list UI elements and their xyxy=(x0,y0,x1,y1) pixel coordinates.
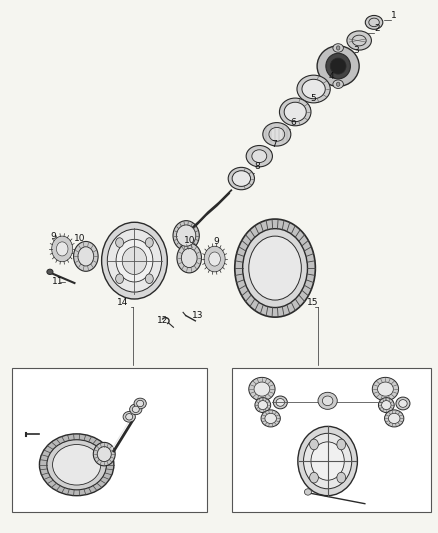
Text: 3: 3 xyxy=(353,46,359,55)
Ellipse shape xyxy=(365,15,383,29)
Ellipse shape xyxy=(389,413,400,424)
Ellipse shape xyxy=(261,410,280,427)
Text: 4: 4 xyxy=(328,72,334,81)
Ellipse shape xyxy=(378,398,394,413)
Ellipse shape xyxy=(132,406,139,413)
Circle shape xyxy=(57,242,68,256)
Text: 12: 12 xyxy=(157,316,168,325)
Ellipse shape xyxy=(123,411,135,422)
Ellipse shape xyxy=(243,229,307,308)
Text: 6: 6 xyxy=(290,118,296,127)
Text: 14: 14 xyxy=(117,298,129,307)
Circle shape xyxy=(116,238,124,247)
Ellipse shape xyxy=(249,236,301,300)
Ellipse shape xyxy=(93,442,115,466)
Ellipse shape xyxy=(372,377,399,401)
Ellipse shape xyxy=(232,171,251,187)
Ellipse shape xyxy=(47,269,53,274)
Ellipse shape xyxy=(107,229,162,292)
Text: 5: 5 xyxy=(310,94,316,103)
Ellipse shape xyxy=(137,400,144,407)
Ellipse shape xyxy=(304,433,352,489)
Ellipse shape xyxy=(302,79,325,99)
Ellipse shape xyxy=(228,167,254,190)
Circle shape xyxy=(336,46,340,50)
Bar xyxy=(12,368,207,512)
Circle shape xyxy=(145,274,153,284)
Circle shape xyxy=(209,252,220,266)
Text: 10: 10 xyxy=(184,236,196,245)
Ellipse shape xyxy=(318,392,337,409)
Ellipse shape xyxy=(279,98,311,126)
Ellipse shape xyxy=(399,400,407,407)
Ellipse shape xyxy=(252,150,267,163)
Ellipse shape xyxy=(53,445,101,485)
Text: 11: 11 xyxy=(52,277,63,286)
Ellipse shape xyxy=(126,414,133,420)
Ellipse shape xyxy=(298,426,357,496)
Ellipse shape xyxy=(255,398,271,413)
Ellipse shape xyxy=(47,440,106,490)
Ellipse shape xyxy=(249,377,275,401)
Ellipse shape xyxy=(304,489,311,495)
Ellipse shape xyxy=(322,396,333,406)
Ellipse shape xyxy=(134,398,146,409)
Ellipse shape xyxy=(326,53,350,79)
Ellipse shape xyxy=(177,243,201,273)
Ellipse shape xyxy=(130,404,142,415)
Circle shape xyxy=(310,439,318,450)
Ellipse shape xyxy=(258,401,268,409)
Text: 7: 7 xyxy=(272,140,277,149)
Circle shape xyxy=(337,439,346,450)
Text: 9: 9 xyxy=(50,232,56,241)
Bar xyxy=(232,368,431,512)
Ellipse shape xyxy=(273,396,287,409)
Text: 2: 2 xyxy=(374,24,380,33)
Ellipse shape xyxy=(265,413,276,424)
Ellipse shape xyxy=(173,221,199,251)
Ellipse shape xyxy=(396,397,410,410)
Ellipse shape xyxy=(254,382,270,396)
Ellipse shape xyxy=(369,18,379,27)
Ellipse shape xyxy=(177,225,196,246)
Ellipse shape xyxy=(102,222,167,299)
Ellipse shape xyxy=(276,399,285,406)
Ellipse shape xyxy=(352,35,366,46)
Text: 8: 8 xyxy=(254,162,260,171)
Text: 9: 9 xyxy=(214,237,219,246)
Ellipse shape xyxy=(246,146,272,167)
Ellipse shape xyxy=(284,102,306,122)
Circle shape xyxy=(116,274,124,284)
Ellipse shape xyxy=(122,247,147,274)
Ellipse shape xyxy=(385,410,404,427)
Text: 10: 10 xyxy=(74,234,85,243)
Circle shape xyxy=(52,236,73,262)
Ellipse shape xyxy=(381,401,391,409)
Ellipse shape xyxy=(263,123,291,146)
Circle shape xyxy=(145,238,153,247)
Ellipse shape xyxy=(378,382,393,396)
Text: 15: 15 xyxy=(307,298,318,307)
Ellipse shape xyxy=(333,80,343,88)
Ellipse shape xyxy=(330,58,346,74)
Ellipse shape xyxy=(78,247,94,266)
Ellipse shape xyxy=(74,241,98,271)
Circle shape xyxy=(337,472,346,483)
Text: 13: 13 xyxy=(192,311,203,320)
Ellipse shape xyxy=(235,219,315,317)
Circle shape xyxy=(336,82,340,86)
Ellipse shape xyxy=(333,44,343,52)
Circle shape xyxy=(204,246,225,272)
Ellipse shape xyxy=(311,442,344,480)
Ellipse shape xyxy=(347,31,371,50)
Ellipse shape xyxy=(297,75,330,103)
Ellipse shape xyxy=(181,248,197,268)
Ellipse shape xyxy=(39,434,114,496)
Ellipse shape xyxy=(97,447,111,462)
Ellipse shape xyxy=(269,127,285,141)
Circle shape xyxy=(310,472,318,483)
Ellipse shape xyxy=(317,46,359,86)
Text: 1: 1 xyxy=(391,11,397,20)
Ellipse shape xyxy=(116,239,153,282)
